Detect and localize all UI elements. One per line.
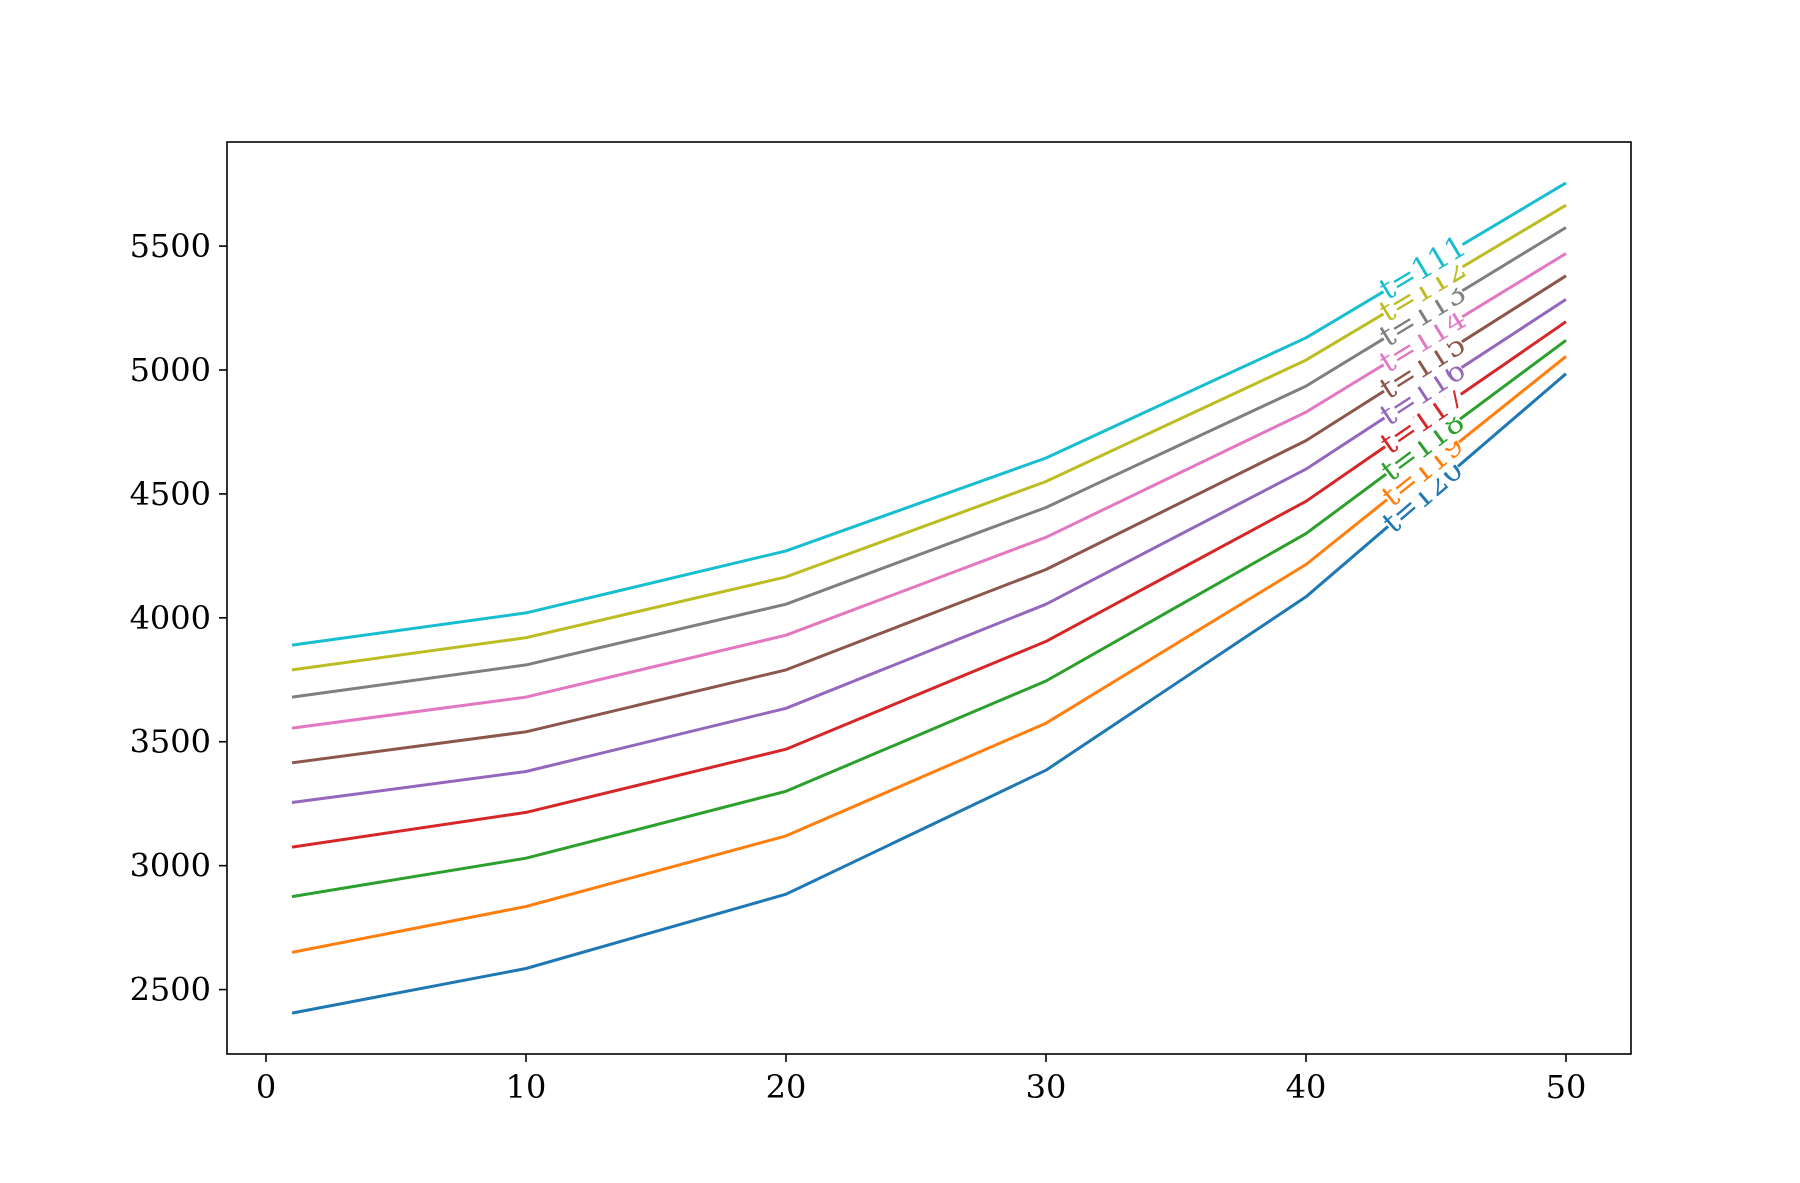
series-line-t=112 — [291, 203, 1567, 672]
inline-label-bg — [1375, 353, 1470, 431]
series-line-t=117 — [291, 320, 1567, 849]
x-tick-label: 50 — [1546, 1068, 1587, 1106]
inline-label-bg — [1374, 276, 1471, 352]
y-tick-label: 5000 — [130, 351, 211, 389]
inline-label-bg — [1375, 327, 1470, 404]
series-line-t=114 — [291, 252, 1567, 730]
x-tick-label: 20 — [766, 1068, 807, 1106]
y-tick-label: 4500 — [130, 475, 211, 513]
x-tick-label: 30 — [1026, 1068, 1067, 1106]
inline-label-bg — [1375, 380, 1470, 459]
x-axis-ticks: 0 10 20 30 40 50 — [256, 1054, 1587, 1106]
x-tick-label: 40 — [1286, 1068, 1327, 1106]
series-line-t=113 — [291, 226, 1567, 699]
inline-label-bg — [1374, 302, 1471, 378]
series-line-t=111 — [291, 181, 1567, 647]
y-tick-label: 3500 — [130, 723, 211, 761]
x-tick-label: 10 — [506, 1068, 547, 1106]
inline-label-bg — [1377, 453, 1468, 538]
y-axis-ticks: 2500 3000 3500 4000 4500 5000 5500 — [130, 227, 227, 1009]
y-tick-label: 5500 — [130, 227, 211, 265]
plot-frame — [226, 141, 1632, 1055]
inline-label-bg — [1374, 229, 1471, 305]
y-tick-label: 2500 — [130, 971, 211, 1009]
y-tick-label: 3000 — [130, 847, 211, 885]
series-line-t=118 — [291, 339, 1567, 899]
y-tick-label: 4000 — [130, 599, 211, 637]
inline-label-bg — [1375, 405, 1469, 487]
series-line-t=116 — [291, 298, 1567, 804]
series-line-t=115 — [291, 274, 1567, 765]
series-line-t=119 — [291, 355, 1567, 954]
series-line-t=120 — [291, 372, 1567, 1015]
inline-label-bg — [1376, 428, 1469, 512]
x-tick-label: 0 — [256, 1068, 276, 1106]
series-lines — [291, 181, 1567, 1015]
